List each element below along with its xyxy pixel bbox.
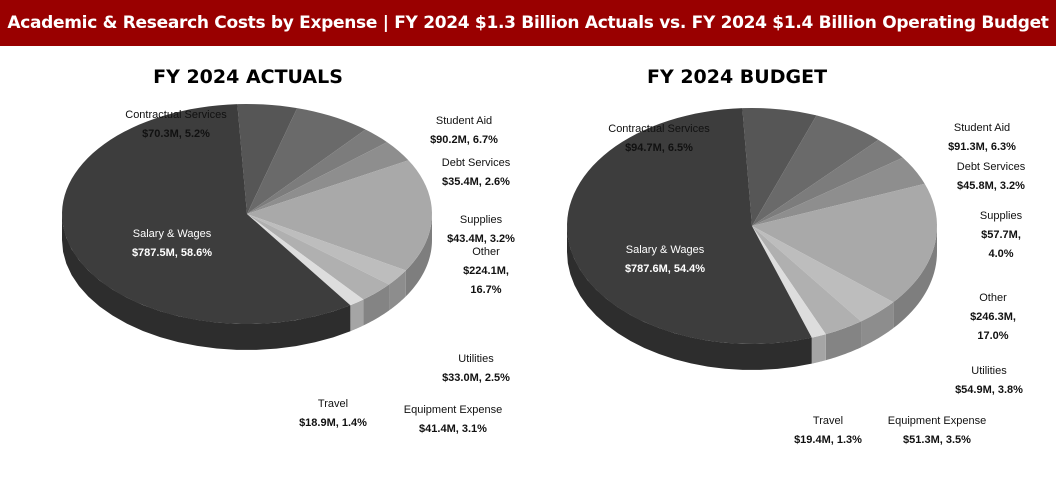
slice-value: $41.4M, 3.1% xyxy=(419,423,487,435)
data-label: Travel $19.4M, 1.3% xyxy=(794,412,862,450)
slice-name: Student Aid xyxy=(953,122,1011,134)
slice-name: Travel xyxy=(812,415,844,427)
slice-value: $224.1M, 16.7% xyxy=(463,265,509,296)
pie-slice-equipment-expense xyxy=(752,226,862,335)
slice-name: Equipment Expense xyxy=(403,404,503,416)
slice-value: $33.0M, 2.5% xyxy=(442,372,510,384)
pie-slice-travel xyxy=(752,226,826,338)
slice-value: $91.3M, 6.3% xyxy=(948,141,1016,153)
pie-slice-utilities xyxy=(752,226,894,322)
slice-name: Salary & Wages xyxy=(132,228,212,240)
data-label: Salary & Wages $787.5M, 58.6% xyxy=(132,225,212,263)
pie-slice-contractual-services xyxy=(237,104,298,214)
chart-title-budget: FY 2024 BUDGET xyxy=(646,66,828,88)
pie-slice-debt-services xyxy=(752,139,903,226)
pie-slice-student-aid xyxy=(752,115,879,226)
pie-side-utilities xyxy=(861,302,894,348)
pie-side-other xyxy=(893,226,937,329)
pie-side-other xyxy=(405,214,432,297)
pie-slice-supplies xyxy=(752,157,925,226)
data-label: Supplies $57.7M, 4.0% xyxy=(970,207,1032,264)
pie-slice-utilities xyxy=(247,214,406,285)
pie-side-equipment-expense xyxy=(363,284,390,326)
pie-side-salary-wages xyxy=(62,214,351,350)
data-label: Equipment Expense $41.4M, 3.1% xyxy=(404,401,502,439)
data-label: Debt Services $45.8M, 3.2% xyxy=(957,158,1025,196)
slice-value: $57.7M, 4.0% xyxy=(981,229,1021,260)
slice-name: Debt Services xyxy=(441,157,511,169)
slice-value: $18.9M, 1.4% xyxy=(299,417,367,429)
slice-value: $787.5M, 58.6% xyxy=(131,247,213,259)
pie-side-equipment-expense xyxy=(825,321,862,361)
slice-name: Travel xyxy=(317,398,349,410)
slice-value: $54.9M, 3.8% xyxy=(955,384,1023,396)
data-label: Travel $18.9M, 1.4% xyxy=(299,395,367,433)
pie-slice-salary-wages xyxy=(62,104,351,324)
slice-value: $787.6M, 54.4% xyxy=(624,263,706,275)
slice-name: Debt Services xyxy=(956,161,1026,173)
header-title: Academic & Research Costs by Expense | F… xyxy=(0,0,1056,46)
data-label: Contractual Services $94.7M, 6.5% xyxy=(608,120,710,158)
data-label: Equipment Expense $51.3M, 3.5% xyxy=(888,412,986,450)
slice-value: $45.8M, 3.2% xyxy=(957,180,1025,192)
slice-value: $35.4M, 2.6% xyxy=(442,176,510,188)
data-label: Other $246.3M, 17.0% xyxy=(962,289,1024,346)
chart-title-actuals: FY 2024 ACTUALS xyxy=(153,66,343,88)
slice-value: $43.4M, 3.2% xyxy=(447,233,515,245)
data-label: Contractual Services $70.3M, 5.2% xyxy=(125,106,227,144)
pie-side-travel xyxy=(811,334,826,364)
pie-slice-other xyxy=(247,160,432,271)
slice-value: $51.3M, 3.5% xyxy=(903,434,971,446)
pie-slice-student-aid xyxy=(247,108,366,214)
pie-side-travel xyxy=(350,299,364,332)
pie-side-salary-wages xyxy=(567,226,812,370)
data-label: Other $224.1M, 16.7% xyxy=(455,243,517,300)
slice-value: $246.3M, 17.0% xyxy=(970,311,1016,342)
slice-name: Salary & Wages xyxy=(625,244,705,256)
slice-name: Utilities xyxy=(971,365,1007,377)
slice-name: Other xyxy=(979,292,1007,304)
slice-name: Student Aid xyxy=(435,115,493,127)
pie-slice-contractual-services xyxy=(742,108,817,226)
data-label: Utilities $54.9M, 3.8% xyxy=(955,362,1023,400)
slice-name: Contractual Services xyxy=(608,123,710,135)
data-label: Student Aid $91.3M, 6.3% xyxy=(948,119,1016,157)
pie-slice-equipment-expense xyxy=(247,214,390,300)
slice-name: Contractual Services xyxy=(125,109,227,121)
data-label: Debt Services $35.4M, 2.6% xyxy=(442,154,510,192)
pie-slice-supplies xyxy=(247,142,409,214)
pie-slice-other xyxy=(752,183,937,303)
data-label: Student Aid $90.2M, 6.7% xyxy=(430,112,498,150)
slice-name: Utilities xyxy=(458,353,494,365)
slice-value: $19.4M, 1.3% xyxy=(794,434,862,446)
slice-name: Other xyxy=(472,246,500,258)
data-label: Supplies $43.4M, 3.2% xyxy=(447,211,515,249)
slice-value: $70.3M, 5.2% xyxy=(142,128,210,140)
data-label: Salary & Wages $787.6M, 54.4% xyxy=(625,241,705,279)
data-label: Utilities $33.0M, 2.5% xyxy=(442,350,510,388)
slice-name: Supplies xyxy=(459,214,503,226)
pie-slice-salary-wages xyxy=(567,108,812,344)
slice-name: Equipment Expense xyxy=(887,415,987,427)
pie-side-utilities xyxy=(389,270,406,311)
slice-value: $94.7M, 6.5% xyxy=(625,142,693,154)
slice-name: Supplies xyxy=(979,210,1023,222)
slice-value: $90.2M, 6.7% xyxy=(430,134,498,146)
pie-slice-travel xyxy=(247,214,364,306)
pie-slice-debt-services xyxy=(247,129,388,214)
